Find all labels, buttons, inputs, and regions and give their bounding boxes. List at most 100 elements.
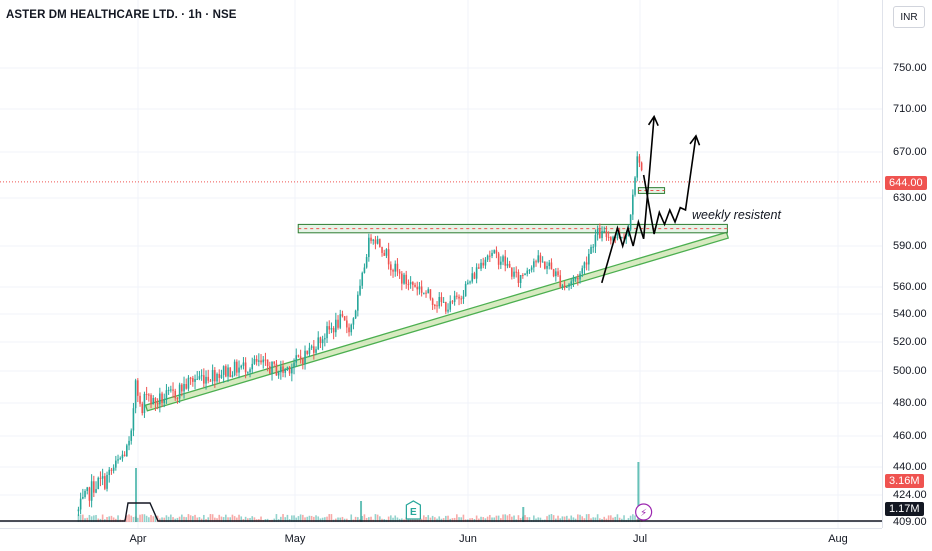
volume-bar [218,514,221,522]
volume-bar [86,517,89,522]
volume-bar [308,515,311,522]
volume-bar [599,518,601,522]
volume-bar [247,518,249,522]
candle-body [544,261,546,269]
volume-bar [585,514,588,522]
volume-bar [240,516,243,522]
volume-bar [405,517,408,522]
projection-arrowhead [689,134,701,146]
volume-bar [249,517,251,522]
candle-body [346,320,348,328]
volume-bar [117,515,119,522]
volume-bar [244,516,247,522]
candle-body [328,326,331,330]
volume-bar [198,517,201,522]
volume-bar [363,514,366,522]
candle-body [143,393,146,414]
candle-body [460,298,463,300]
volume-bar [504,514,507,522]
candle-body [559,275,562,287]
candle-body [88,487,91,501]
volume-bar [110,515,113,522]
price-axis[interactable]: INR 750.00 710.00 670.00 630.00 590.00 560.00… [882,0,932,528]
candle-body [533,261,535,268]
candle-body [134,380,137,409]
volume-bar [97,518,100,522]
candle-body [304,350,306,364]
volume-bar [471,518,474,522]
candle-body [159,393,161,405]
volume-bar [458,517,460,522]
volume-bar [227,517,229,522]
volume-bar [456,514,458,522]
currency-button[interactable]: INR [893,6,925,28]
candle-body [515,271,518,273]
volume-bar [132,517,135,522]
volume-bar [95,514,97,522]
candle-body [405,274,408,285]
time-tick-label: Jul [632,533,648,545]
volume-bar [497,515,500,522]
candle-body [508,263,511,268]
volume-bar [167,516,170,522]
earnings-marker: E [405,500,421,520]
candle-body [271,361,273,374]
candle-body [423,292,425,294]
volume-bar [108,516,111,522]
candle-body [442,301,445,303]
chart-area[interactable]: E ⚡ ASTER DM HEALTHCARE LTD. · 1h · NSE w… [0,0,882,528]
candle-body [332,328,335,333]
candle-body [86,487,89,492]
volume-bar [302,514,304,522]
volume-bar [185,517,188,522]
volume-bar [192,516,194,522]
candle-body [302,358,304,364]
candle-body [238,367,240,373]
projection-arrowhead [647,114,659,126]
candle-body [117,459,119,461]
candle-body [203,375,205,384]
volume-bar [196,517,199,522]
candle-body [599,229,601,239]
price-tick-label: 520.00 [893,336,927,348]
volume-bar [416,517,419,522]
candle-body [464,283,467,297]
candle-body [282,366,284,373]
candle-body [255,358,258,362]
candle-body [601,231,603,239]
candle-body [198,376,201,379]
volume-bar [396,517,399,522]
candle-body [456,295,458,297]
volume-bar [350,514,353,522]
candle-body [555,271,557,277]
candle-body [440,296,443,303]
time-axis[interactable]: Apr May Jun Jul Aug [0,528,882,551]
candle-body [288,367,291,374]
volume-bar [317,516,320,522]
candle-body [502,256,504,262]
candle-body [469,281,471,283]
volume-bar [566,515,568,522]
candle-body [82,496,84,499]
volume-bar [616,514,619,522]
volume-bar [431,515,434,522]
candle-body [119,458,122,460]
candle-body [495,250,498,254]
candle-body [418,286,421,290]
volume-spike [135,468,137,522]
volume-badge-2: 1.17M [885,502,924,516]
candle-body [321,339,324,344]
price-tick-label: 590.00 [893,240,927,252]
price-chart[interactable]: E ⚡ [0,0,882,528]
candle-body [163,399,166,403]
candle-body [486,255,489,260]
volume-bar [214,517,216,522]
volume-bar [434,517,436,522]
volume-bar [101,514,104,522]
volume-bar [482,517,485,522]
volume-bar [297,516,300,522]
candle-body [220,374,223,378]
candle-body [273,361,276,364]
candle-body [572,277,575,282]
candle-body [434,305,436,307]
